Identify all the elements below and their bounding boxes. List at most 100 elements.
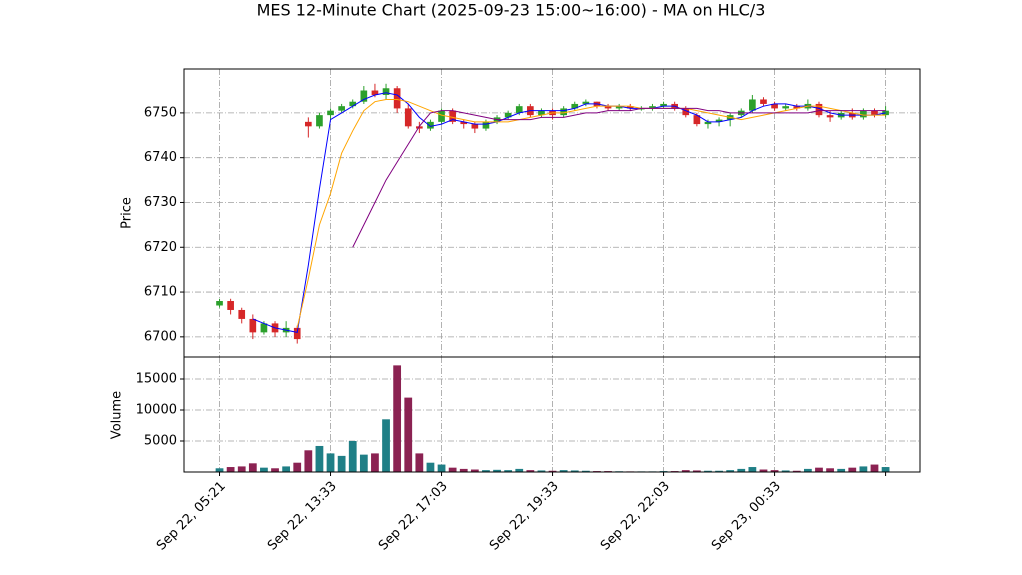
volume-bar <box>870 464 879 472</box>
candle-body <box>460 121 468 125</box>
candle-body <box>504 112 512 118</box>
candle-body <box>427 121 434 129</box>
volume-bar <box>737 468 746 472</box>
candle-body <box>316 115 323 127</box>
volume-axis-label: Volume <box>110 391 125 439</box>
candle-body <box>349 101 357 107</box>
candle-body <box>693 115 701 125</box>
x-tick-label: Sep 23, 00:33 <box>709 479 784 554</box>
volume-bar <box>371 453 379 472</box>
candle-body <box>771 103 778 109</box>
candle-body <box>604 106 612 109</box>
volume-bar <box>437 464 446 472</box>
volume-bar <box>548 470 557 472</box>
volume-bar <box>326 453 335 472</box>
volume-bar <box>770 470 779 472</box>
candle-body <box>582 101 590 104</box>
candle-body <box>649 106 656 109</box>
candle-body <box>360 90 368 102</box>
candle-body <box>626 106 634 109</box>
candle-body <box>216 301 223 306</box>
candle-body <box>371 90 379 95</box>
candle-body <box>449 110 456 122</box>
candle-body <box>682 108 690 116</box>
candle-body <box>327 110 334 116</box>
candle-body <box>660 103 667 107</box>
y-tick-label: 10000 <box>136 403 177 418</box>
volume-bar <box>570 470 579 472</box>
y-tick-label: 6730 <box>144 195 177 210</box>
candle-body <box>760 99 767 104</box>
candle-body <box>615 106 623 109</box>
candle-body <box>438 110 445 122</box>
volume-bar <box>282 466 291 472</box>
ma-line <box>352 107 886 248</box>
volume-bar <box>271 468 279 472</box>
y-tick-label: 6720 <box>144 240 177 255</box>
chart-title: MES 12-Minute Chart (2025-09-23 15:00~16… <box>257 1 766 20</box>
volume-bar <box>848 467 857 472</box>
candle-body <box>238 309 246 319</box>
ma-line <box>252 92 886 333</box>
volume-bar <box>704 470 712 472</box>
x-tick-label: Sep 22, 05:21 <box>154 479 229 554</box>
candle-body <box>293 327 301 340</box>
candle-body <box>782 106 790 109</box>
volume-bar <box>726 470 735 472</box>
volume-bar <box>526 470 535 472</box>
volume-bar <box>837 468 846 472</box>
candle-body <box>382 88 390 95</box>
volume-bar <box>226 467 235 472</box>
volume-bar <box>260 467 268 472</box>
volume-bar <box>248 463 257 472</box>
volume-bar <box>515 468 524 472</box>
volume-bar <box>803 468 812 472</box>
candle-body <box>393 88 401 109</box>
candle-body <box>704 121 712 125</box>
candle-body <box>471 124 479 129</box>
volume-bar <box>415 453 424 472</box>
candle-body <box>871 110 878 116</box>
candle-body <box>860 110 867 118</box>
x-tick-label: Sep 22, 13:33 <box>265 479 340 554</box>
volume-bar <box>537 470 546 472</box>
volume-bar <box>748 467 757 472</box>
volume-bar <box>759 469 768 472</box>
volume-bar <box>459 468 468 472</box>
volume-bar <box>359 454 368 472</box>
candle-body <box>560 108 567 116</box>
volume-bar <box>393 365 402 472</box>
volume-bar <box>681 470 690 472</box>
candle-body <box>749 99 756 111</box>
volume-bar <box>715 470 723 472</box>
x-tick-label: Sep 22, 22:03 <box>598 479 673 554</box>
x-tick-label: Sep 22, 17:03 <box>376 479 451 554</box>
candle-body <box>260 323 268 333</box>
candle-body <box>227 301 234 310</box>
candle-body <box>571 103 579 109</box>
y-tick-label: 6710 <box>144 285 177 300</box>
candle-body <box>815 103 823 116</box>
volume-bar <box>826 468 834 472</box>
candle-body <box>793 106 801 109</box>
volume-bar <box>559 470 568 472</box>
volume-bar <box>781 470 790 472</box>
y-tick-label: 6750 <box>144 105 177 120</box>
volume-bar <box>426 462 435 472</box>
volume-bar <box>482 470 490 472</box>
volume-bar <box>215 468 224 472</box>
volume-bar <box>881 467 890 472</box>
volume-bar <box>859 466 868 472</box>
volume-bar <box>692 470 701 472</box>
candle-body <box>715 119 723 122</box>
volume-bar <box>293 462 302 472</box>
volume-bar <box>493 469 501 472</box>
candle-body <box>538 110 545 116</box>
candle-body <box>338 106 345 111</box>
y-tick-label: 6740 <box>144 150 177 165</box>
candle-body <box>482 121 490 129</box>
candle-body <box>305 121 312 127</box>
volume-bar <box>382 419 390 472</box>
volume-bar <box>448 467 457 472</box>
